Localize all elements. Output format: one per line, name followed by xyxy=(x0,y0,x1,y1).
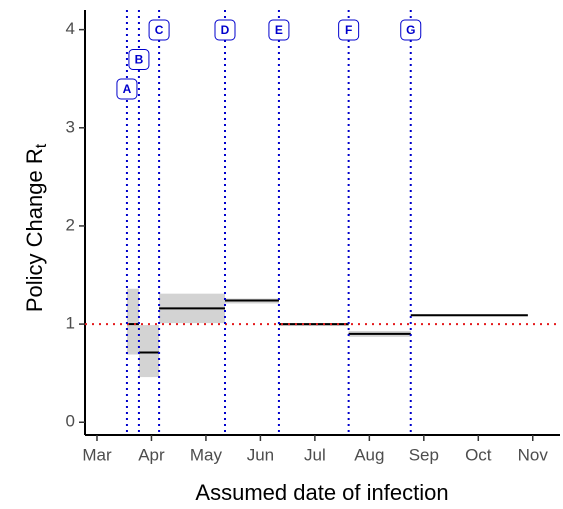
x-tick-label: Apr xyxy=(138,445,165,464)
y-axis-title-main: Policy Change R xyxy=(22,148,47,312)
y-tick-label: 3 xyxy=(66,117,75,136)
policy-label: A xyxy=(123,82,132,96)
policy-label-box xyxy=(214,19,236,41)
x-tick-label: Jul xyxy=(304,445,326,464)
x-tick-label: Mar xyxy=(82,445,112,464)
y-tick-label: 2 xyxy=(66,215,75,234)
policy-label: F xyxy=(345,23,352,37)
policy-label: D xyxy=(221,23,230,37)
y-tick-label: 0 xyxy=(66,412,75,431)
y-tick-label: 1 xyxy=(66,314,75,333)
ribbon xyxy=(126,288,139,355)
x-tick-label: May xyxy=(190,445,223,464)
x-tick-label: Nov xyxy=(518,445,549,464)
x-tick-label: Sep xyxy=(409,445,439,464)
y-axis-title-sub: t xyxy=(33,143,50,148)
policy-label-box xyxy=(268,19,290,41)
x-tick-label: Aug xyxy=(354,445,384,464)
policy-label: E xyxy=(275,23,283,37)
y-axis-title: Policy Change Rt xyxy=(22,143,50,312)
ribbon xyxy=(138,325,160,378)
x-tick-label: Jun xyxy=(247,445,274,464)
policy-label-box xyxy=(148,19,170,41)
policy-label-box xyxy=(400,19,422,41)
x-axis-title: Assumed date of infection xyxy=(195,480,448,505)
policy-label-box xyxy=(116,78,138,100)
policy-label-box xyxy=(128,49,150,70)
policy-label: B xyxy=(135,53,144,67)
policy-label-box xyxy=(338,19,360,41)
x-tick-label: Oct xyxy=(465,445,492,464)
policy-label: G xyxy=(406,23,415,37)
policy-label: C xyxy=(155,23,164,37)
y-tick-label: 4 xyxy=(66,19,75,38)
